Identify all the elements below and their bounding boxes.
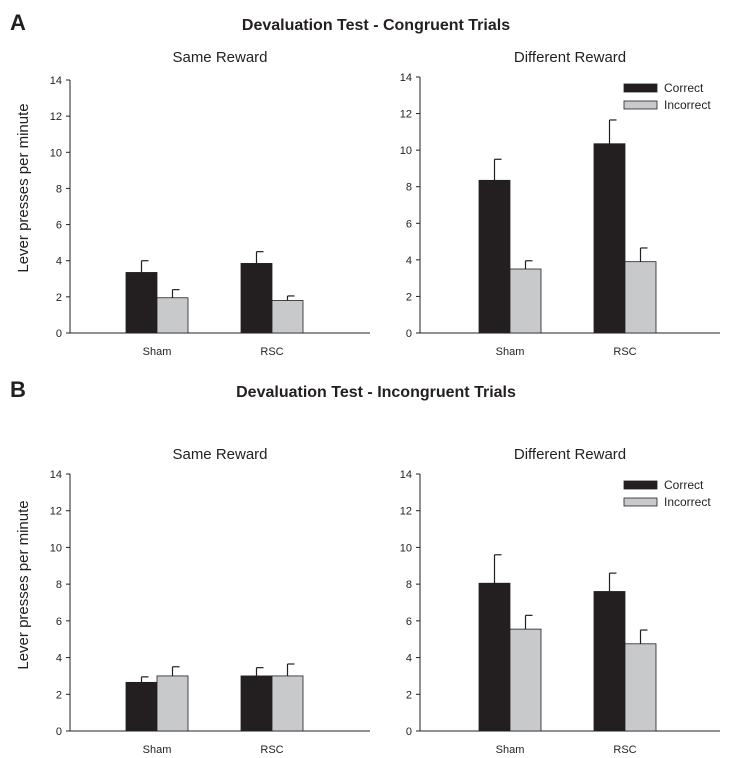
legend-label-incorrect: Incorrect: [664, 495, 711, 509]
bar-incorrect-rsc: [271, 300, 304, 334]
panel-title-a: Devaluation Test - Congruent Trials: [242, 17, 510, 34]
legend-swatch-correct: [623, 480, 658, 490]
y-axis-label-a: Lever presses per minute: [15, 103, 32, 272]
legend-label-correct: Correct: [664, 478, 704, 492]
y-tick-label: 10: [50, 542, 62, 554]
bar-incorrect-sham: [509, 268, 542, 334]
y-tick-label: 8: [406, 579, 412, 591]
subplot-title: Different Reward: [514, 446, 626, 463]
y-tick-label: 4: [406, 653, 412, 665]
y-tick-label: 12: [400, 109, 412, 121]
chart-different-reward-congruent: Different Reward 0 2 4 6 8 10 12 14 Sham RSC Correc…: [400, 49, 720, 358]
y-tick-label: 14: [50, 75, 62, 87]
bar-correct-rsc: [593, 143, 626, 334]
legend-swatch-incorrect: [623, 100, 658, 110]
y-tick-label: 6: [406, 218, 412, 230]
panel-letter-a: A: [10, 10, 26, 35]
x-category-label: RSC: [613, 346, 636, 358]
bar-correct-sham: [478, 582, 511, 732]
y-axis-label-b: Lever presses per minute: [15, 500, 32, 669]
y-tick-label: 0: [56, 328, 62, 340]
y-tick-label: 14: [400, 469, 412, 481]
y-tick-label: 6: [56, 220, 62, 232]
legend-label-correct: Correct: [664, 81, 704, 95]
y-tick-label: 12: [50, 111, 62, 123]
legend-swatch-correct: [623, 83, 658, 93]
y-tick-label: 2: [406, 689, 412, 701]
y-tick-label: 4: [56, 256, 62, 268]
bar-incorrect-sham: [156, 675, 189, 732]
y-tick-label: 0: [406, 726, 412, 738]
panel-letter-b: B: [10, 377, 26, 402]
chart-same-reward-incongruent: Same Reward 0 2 4 6 8 10 12 14 Sham RSC: [50, 446, 370, 756]
y-tick-label: 8: [56, 579, 62, 591]
x-category-label: RSC: [260, 346, 283, 358]
bar-correct-rsc: [240, 675, 273, 732]
legend-swatch-incorrect: [623, 497, 658, 507]
y-tick-label: 2: [56, 292, 62, 304]
bar-incorrect-rsc: [271, 675, 304, 732]
y-tick-label: 10: [400, 145, 412, 157]
bar-correct-sham: [478, 179, 511, 334]
x-category-label: Sham: [496, 346, 525, 358]
chart-different-reward-incongruent: Different Reward 0 2 4 6 8 10 12 14 Sham RSC Correc…: [400, 446, 720, 756]
y-tick-label: 2: [56, 689, 62, 701]
subplot-title: Different Reward: [514, 49, 626, 66]
y-tick-label: 8: [56, 183, 62, 195]
x-category-label: RSC: [260, 744, 283, 756]
x-category-label: Sham: [143, 346, 172, 358]
legend-label-incorrect: Incorrect: [664, 98, 711, 112]
y-tick-label: 10: [400, 542, 412, 554]
x-category-label: Sham: [496, 744, 525, 756]
y-tick-label: 12: [50, 506, 62, 518]
y-tick-label: 4: [56, 653, 62, 665]
y-tick-label: 14: [50, 469, 62, 481]
bar-incorrect-sham: [156, 297, 189, 334]
bar-correct-sham: [125, 681, 158, 732]
bar-incorrect-rsc: [624, 261, 657, 334]
y-tick-label: 8: [406, 182, 412, 194]
chart-same-reward-congruent: Same Reward 0 2 4 6 8 10 12 14 Sham RSC: [50, 49, 370, 358]
x-category-label: Sham: [143, 744, 172, 756]
bar-correct-rsc: [240, 263, 273, 334]
y-tick-label: 10: [50, 147, 62, 159]
y-tick-label: 0: [56, 726, 62, 738]
bar-incorrect-rsc: [624, 643, 657, 732]
subplot-title: Same Reward: [172, 446, 267, 463]
subplot-title: Same Reward: [172, 49, 267, 66]
bar-incorrect-sham: [509, 628, 542, 732]
bar-correct-rsc: [593, 591, 626, 732]
x-category-label: RSC: [613, 744, 636, 756]
panel-title-b: Devaluation Test - Incongruent Trials: [236, 384, 516, 401]
y-tick-label: 14: [400, 72, 412, 84]
y-tick-label: 12: [400, 506, 412, 518]
y-tick-label: 6: [406, 616, 412, 628]
y-tick-label: 2: [406, 291, 412, 303]
y-tick-label: 4: [406, 255, 412, 267]
bar-correct-sham: [125, 272, 158, 334]
y-tick-label: 0: [406, 328, 412, 340]
y-tick-label: 6: [56, 616, 62, 628]
